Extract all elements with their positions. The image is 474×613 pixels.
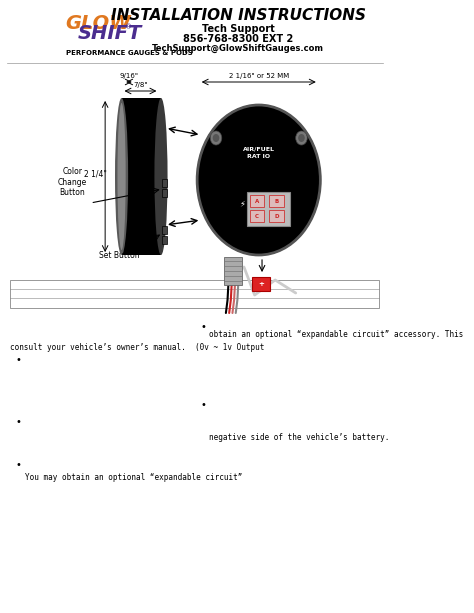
Bar (269, 195, 284, 207)
Text: •: • (15, 355, 21, 365)
Text: B: B (275, 199, 279, 204)
Text: ⚡: ⚡ (239, 199, 245, 208)
Text: consult your vehicle’s owner’s manual.  (0v ~ 1v Output: consult your vehicle’s owner’s manual. (… (10, 343, 264, 352)
Text: 2 1/16" or 52 MM: 2 1/16" or 52 MM (228, 73, 289, 79)
Bar (121, 98, 161, 255)
Text: A: A (255, 199, 259, 204)
Text: Color
Change
Button: Color Change Button (58, 167, 87, 197)
Text: D: D (274, 213, 279, 218)
Text: 856-768-8300 EXT 2: 856-768-8300 EXT 2 (183, 34, 293, 44)
Bar (252, 277, 270, 291)
Text: •: • (201, 322, 207, 332)
Ellipse shape (155, 98, 168, 255)
Text: AIR/FUEL: AIR/FUEL (243, 146, 275, 151)
Circle shape (296, 131, 307, 145)
Text: 7/8": 7/8" (133, 82, 148, 88)
Ellipse shape (115, 98, 128, 255)
Text: RAT IO: RAT IO (247, 154, 270, 159)
Circle shape (197, 105, 320, 255)
Bar (162, 226, 167, 234)
Text: TechSupport@GlowShiftGauges.com: TechSupport@GlowShiftGauges.com (152, 44, 324, 53)
Text: obtain an optional “expandable circuit” accessory. This: obtain an optional “expandable circuit” … (210, 330, 464, 339)
Ellipse shape (118, 103, 126, 250)
Text: •: • (15, 460, 21, 470)
Bar (162, 189, 167, 197)
Circle shape (298, 134, 305, 142)
Text: GLOW: GLOW (66, 14, 131, 33)
Text: negative side of the vehicle’s battery.: negative side of the vehicle’s battery. (210, 433, 390, 442)
Text: 2 1/4": 2 1/4" (84, 170, 107, 178)
Bar (247, 192, 290, 226)
Text: Set Button: Set Button (99, 251, 139, 260)
Circle shape (210, 131, 222, 145)
Bar (250, 195, 264, 207)
Bar (250, 210, 264, 222)
Text: C: C (255, 213, 259, 218)
Text: •: • (15, 417, 21, 427)
Bar (224, 257, 242, 285)
Text: +: + (258, 281, 264, 287)
Text: INSTALLATION INSTRUCTIONS: INSTALLATION INSTRUCTIONS (111, 8, 366, 23)
Bar (269, 210, 284, 222)
Text: 9/16": 9/16" (119, 73, 138, 79)
Text: PERFORMANCE GAUGES & PODS: PERFORMANCE GAUGES & PODS (66, 50, 192, 56)
Text: ®: ® (125, 24, 132, 30)
Text: •: • (201, 400, 207, 410)
Text: You may obtain an optional “expandable circuit”: You may obtain an optional “expandable c… (25, 473, 242, 482)
Bar (10, 280, 380, 308)
Bar (162, 236, 167, 244)
Text: SHIFT: SHIFT (78, 24, 142, 43)
Text: Tech Support: Tech Support (202, 24, 274, 34)
Bar (162, 179, 167, 187)
Circle shape (213, 134, 219, 142)
